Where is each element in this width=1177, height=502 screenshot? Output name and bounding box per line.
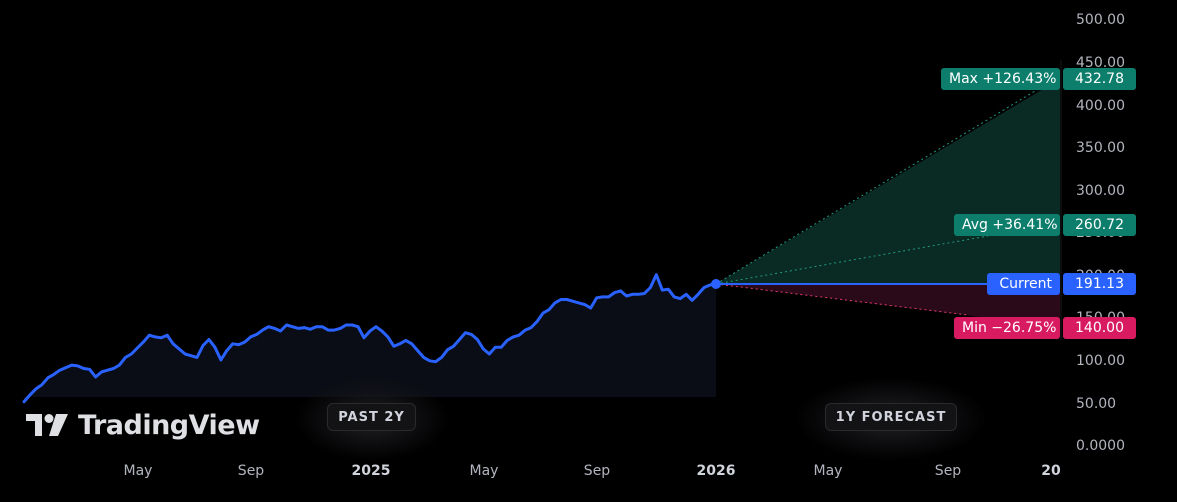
current-price-value: 191.13 <box>1063 273 1136 295</box>
x-tick-label: May <box>123 463 153 479</box>
x-tick-label: Sep <box>583 463 611 479</box>
current-price-label: Current <box>987 273 1060 295</box>
y-tick-label: 450.00 <box>1076 55 1125 71</box>
price-line[interactable] <box>22 273 718 404</box>
y-tick-label: 300.00 <box>1076 183 1125 199</box>
min-forecast-value: 140.00 <box>1063 317 1136 339</box>
y-tick-label: 500.00 <box>1076 12 1125 28</box>
1y-forecast-pill: 1Y FORECAST <box>825 403 957 431</box>
forecast-min-line <box>715 283 969 316</box>
forecast-max-line <box>715 87 1041 285</box>
x-tick-label: 2025 <box>351 463 391 479</box>
x-tick-label: May <box>813 463 843 479</box>
min-forecast-label: Min −26.75% <box>954 317 1060 339</box>
forecast-avg-line <box>715 235 989 285</box>
x-tick-label: Sep <box>934 463 962 479</box>
max-forecast-label: Max +126.43% <box>941 68 1060 90</box>
avg-forecast-label: Avg +36.41% <box>954 214 1060 236</box>
price-area-fill <box>24 274 716 402</box>
past-2y-pill: PAST 2Y <box>327 403 416 431</box>
y-tick-label: 0.0000 <box>1076 438 1125 454</box>
x-tick-label: May <box>469 463 499 479</box>
y-tick-label: 400.00 <box>1076 98 1125 114</box>
tradingview-logo[interactable]: TradingView <box>26 409 260 441</box>
y-tick-label: 50.00 <box>1076 396 1117 412</box>
y-tick-label: 350.00 <box>1076 140 1125 156</box>
tradingview-logo-icon <box>26 414 68 436</box>
x-tick-label: 20 <box>1041 463 1061 479</box>
tradingview-logo-text: TradingView <box>78 409 260 441</box>
x-tick-label: 2026 <box>696 463 736 479</box>
avg-forecast-value: 260.72 <box>1063 214 1136 236</box>
current-price-dot[interactable] <box>711 279 721 289</box>
y-tick-label: 100.00 <box>1076 353 1125 369</box>
x-tick-label: Sep <box>237 463 265 479</box>
max-forecast-value: 432.78 <box>1063 68 1136 90</box>
